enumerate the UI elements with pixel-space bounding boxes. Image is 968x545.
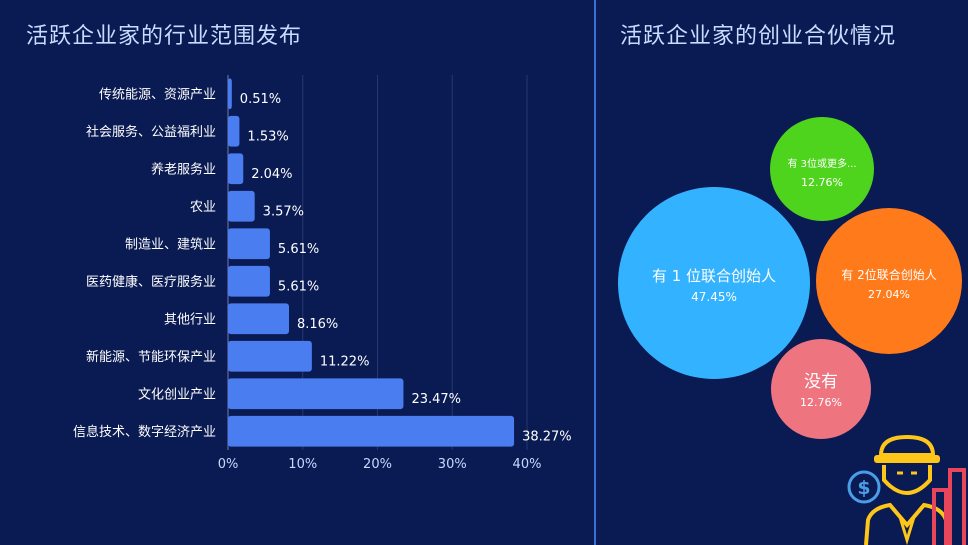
bubble-value: 12.76% xyxy=(800,396,842,409)
industry-bar-chart: 0% 10% 20% 30% 40% 传统能源、资源产业 0.51% 社会服务、公益福利业 1.… xyxy=(73,75,572,472)
category-label: 农业 xyxy=(190,200,216,215)
bubble xyxy=(770,117,874,221)
bar xyxy=(228,153,244,185)
x-tick-label: 20% xyxy=(363,457,392,472)
industry-panel: 活跃企业家的行业范围发布 0% 10% 20% 30% 40% 传统能源、资源产业 0.51… xyxy=(26,0,596,545)
partnership-panel-title: 活跃企业家的创业合伙情况 xyxy=(620,24,897,49)
bar xyxy=(228,115,240,147)
bar xyxy=(228,265,270,297)
bubble-value: 27.04% xyxy=(868,288,910,301)
category-label: 文化创业产业 xyxy=(138,387,216,402)
partnership-bubble-chart: 有 1 位联合创始人 47.45% 有 2位联合创始人 27.04% 有 3位或更多..… xyxy=(618,117,962,439)
bubble xyxy=(816,208,962,354)
bar xyxy=(228,415,515,447)
value-label: 1.53% xyxy=(247,129,288,144)
bar xyxy=(228,340,312,372)
category-label: 医药健康、医疗服务业 xyxy=(86,274,216,290)
category-label: 信息技术、数字经济产业 xyxy=(73,424,216,440)
category-label: 其他行业 xyxy=(164,312,216,327)
x-tick-label: 40% xyxy=(513,457,542,472)
value-label: 23.47% xyxy=(411,392,461,407)
bar xyxy=(228,78,232,110)
bubble-label: 有 2位联合创始人 xyxy=(841,267,936,282)
industry-panel-title: 活跃企业家的行业范围发布 xyxy=(26,24,303,49)
bubble-label: 没有 xyxy=(804,372,838,392)
category-label: 制造业、建筑业 xyxy=(125,236,216,252)
bubble xyxy=(771,339,871,439)
value-label: 5.61% xyxy=(278,279,319,294)
value-label: 8.16% xyxy=(297,317,338,332)
bubble xyxy=(618,187,810,379)
x-tick-label: 10% xyxy=(288,457,317,472)
category-label: 社会服务、公益福利业 xyxy=(86,124,216,140)
bar xyxy=(228,190,255,222)
value-label: 5.61% xyxy=(278,242,319,257)
bar xyxy=(228,228,270,260)
value-label: 2.04% xyxy=(251,167,292,182)
value-label: 3.57% xyxy=(263,204,304,219)
x-tick-label: 30% xyxy=(438,457,467,472)
x-tick-label: 0% xyxy=(218,457,239,472)
category-label: 新能源、节能环保产业 xyxy=(86,349,216,365)
bubble-label: 有 3位或更多... xyxy=(787,157,856,170)
value-label: 38.27% xyxy=(522,429,572,444)
partnership-panel: 活跃企业家的创业合伙情况 有 1 位联合创始人 47.45% 有 2位联合创始人 27… xyxy=(598,0,968,545)
value-label: 11.22% xyxy=(320,354,370,369)
bar xyxy=(228,378,404,410)
category-label: 传统能源、资源产业 xyxy=(99,87,216,102)
bubble-label: 有 1 位联合创始人 xyxy=(652,267,776,285)
value-label: 0.51% xyxy=(240,92,281,107)
bar xyxy=(228,303,289,335)
bubble-value: 12.76% xyxy=(801,176,843,189)
bubble-value: 47.45% xyxy=(691,290,737,304)
category-label: 养老服务业 xyxy=(151,161,216,177)
